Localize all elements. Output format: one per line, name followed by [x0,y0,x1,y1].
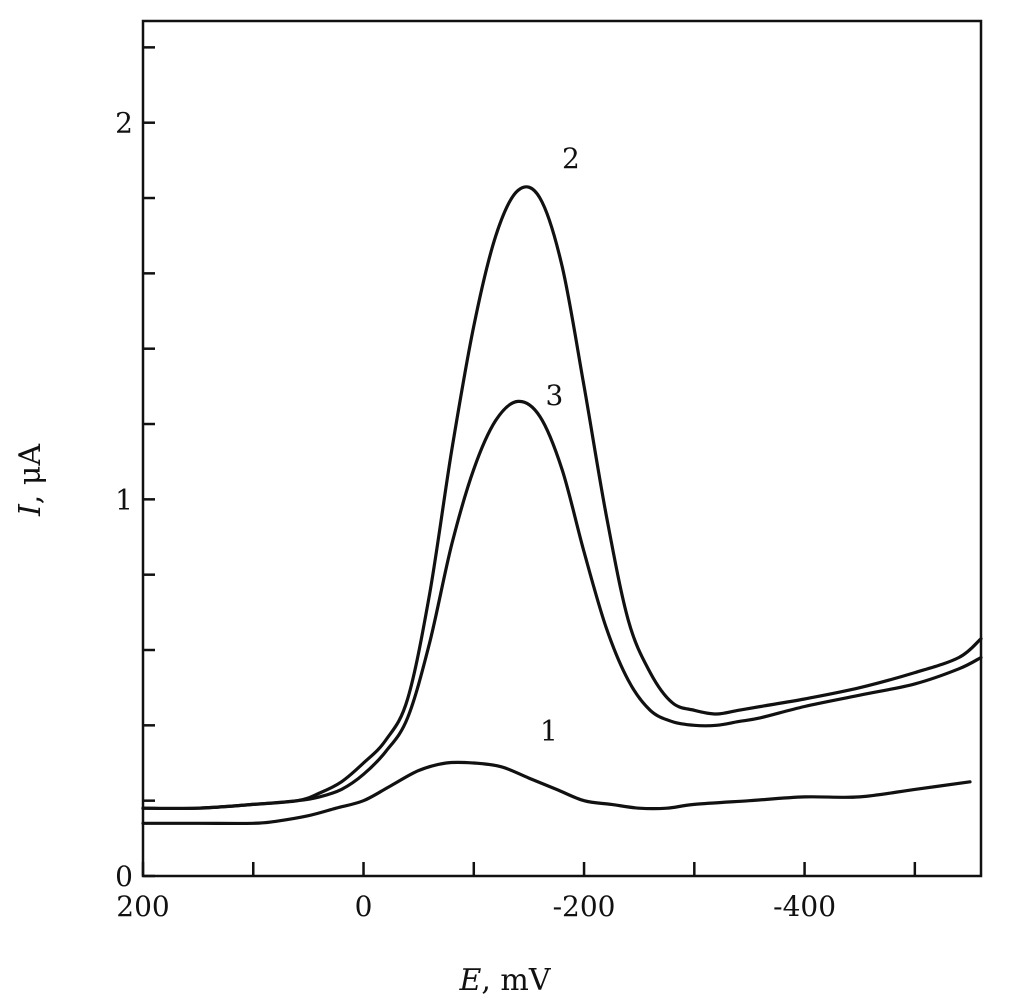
y-tick-label: 1 [115,483,133,516]
y-axis-title: I, μA [13,444,48,517]
plot-frame [141,19,983,878]
x-axis-title: E, mV [458,963,551,998]
x-tick-label: -400 [773,890,836,923]
x-tick-label: 0 [355,890,373,923]
y-tick-label: 2 [115,107,133,140]
series-label-2: 2 [562,142,580,175]
x-tick-label: -200 [553,890,616,923]
series-labels: 1 2 3 [540,142,580,748]
curves [141,185,983,826]
curve-2 [141,185,983,811]
x-tick-label: 200 [116,890,169,923]
x-axis-ticks: 200 0 -200 -400 [116,862,917,923]
y-tick-label: 0 [115,860,133,893]
series-label-3: 3 [545,379,563,412]
y-axis-ticks: 0 1 2 [115,46,155,893]
curve-1 [141,760,972,826]
series-label-1: 1 [540,714,558,747]
curve-3 [141,399,983,811]
